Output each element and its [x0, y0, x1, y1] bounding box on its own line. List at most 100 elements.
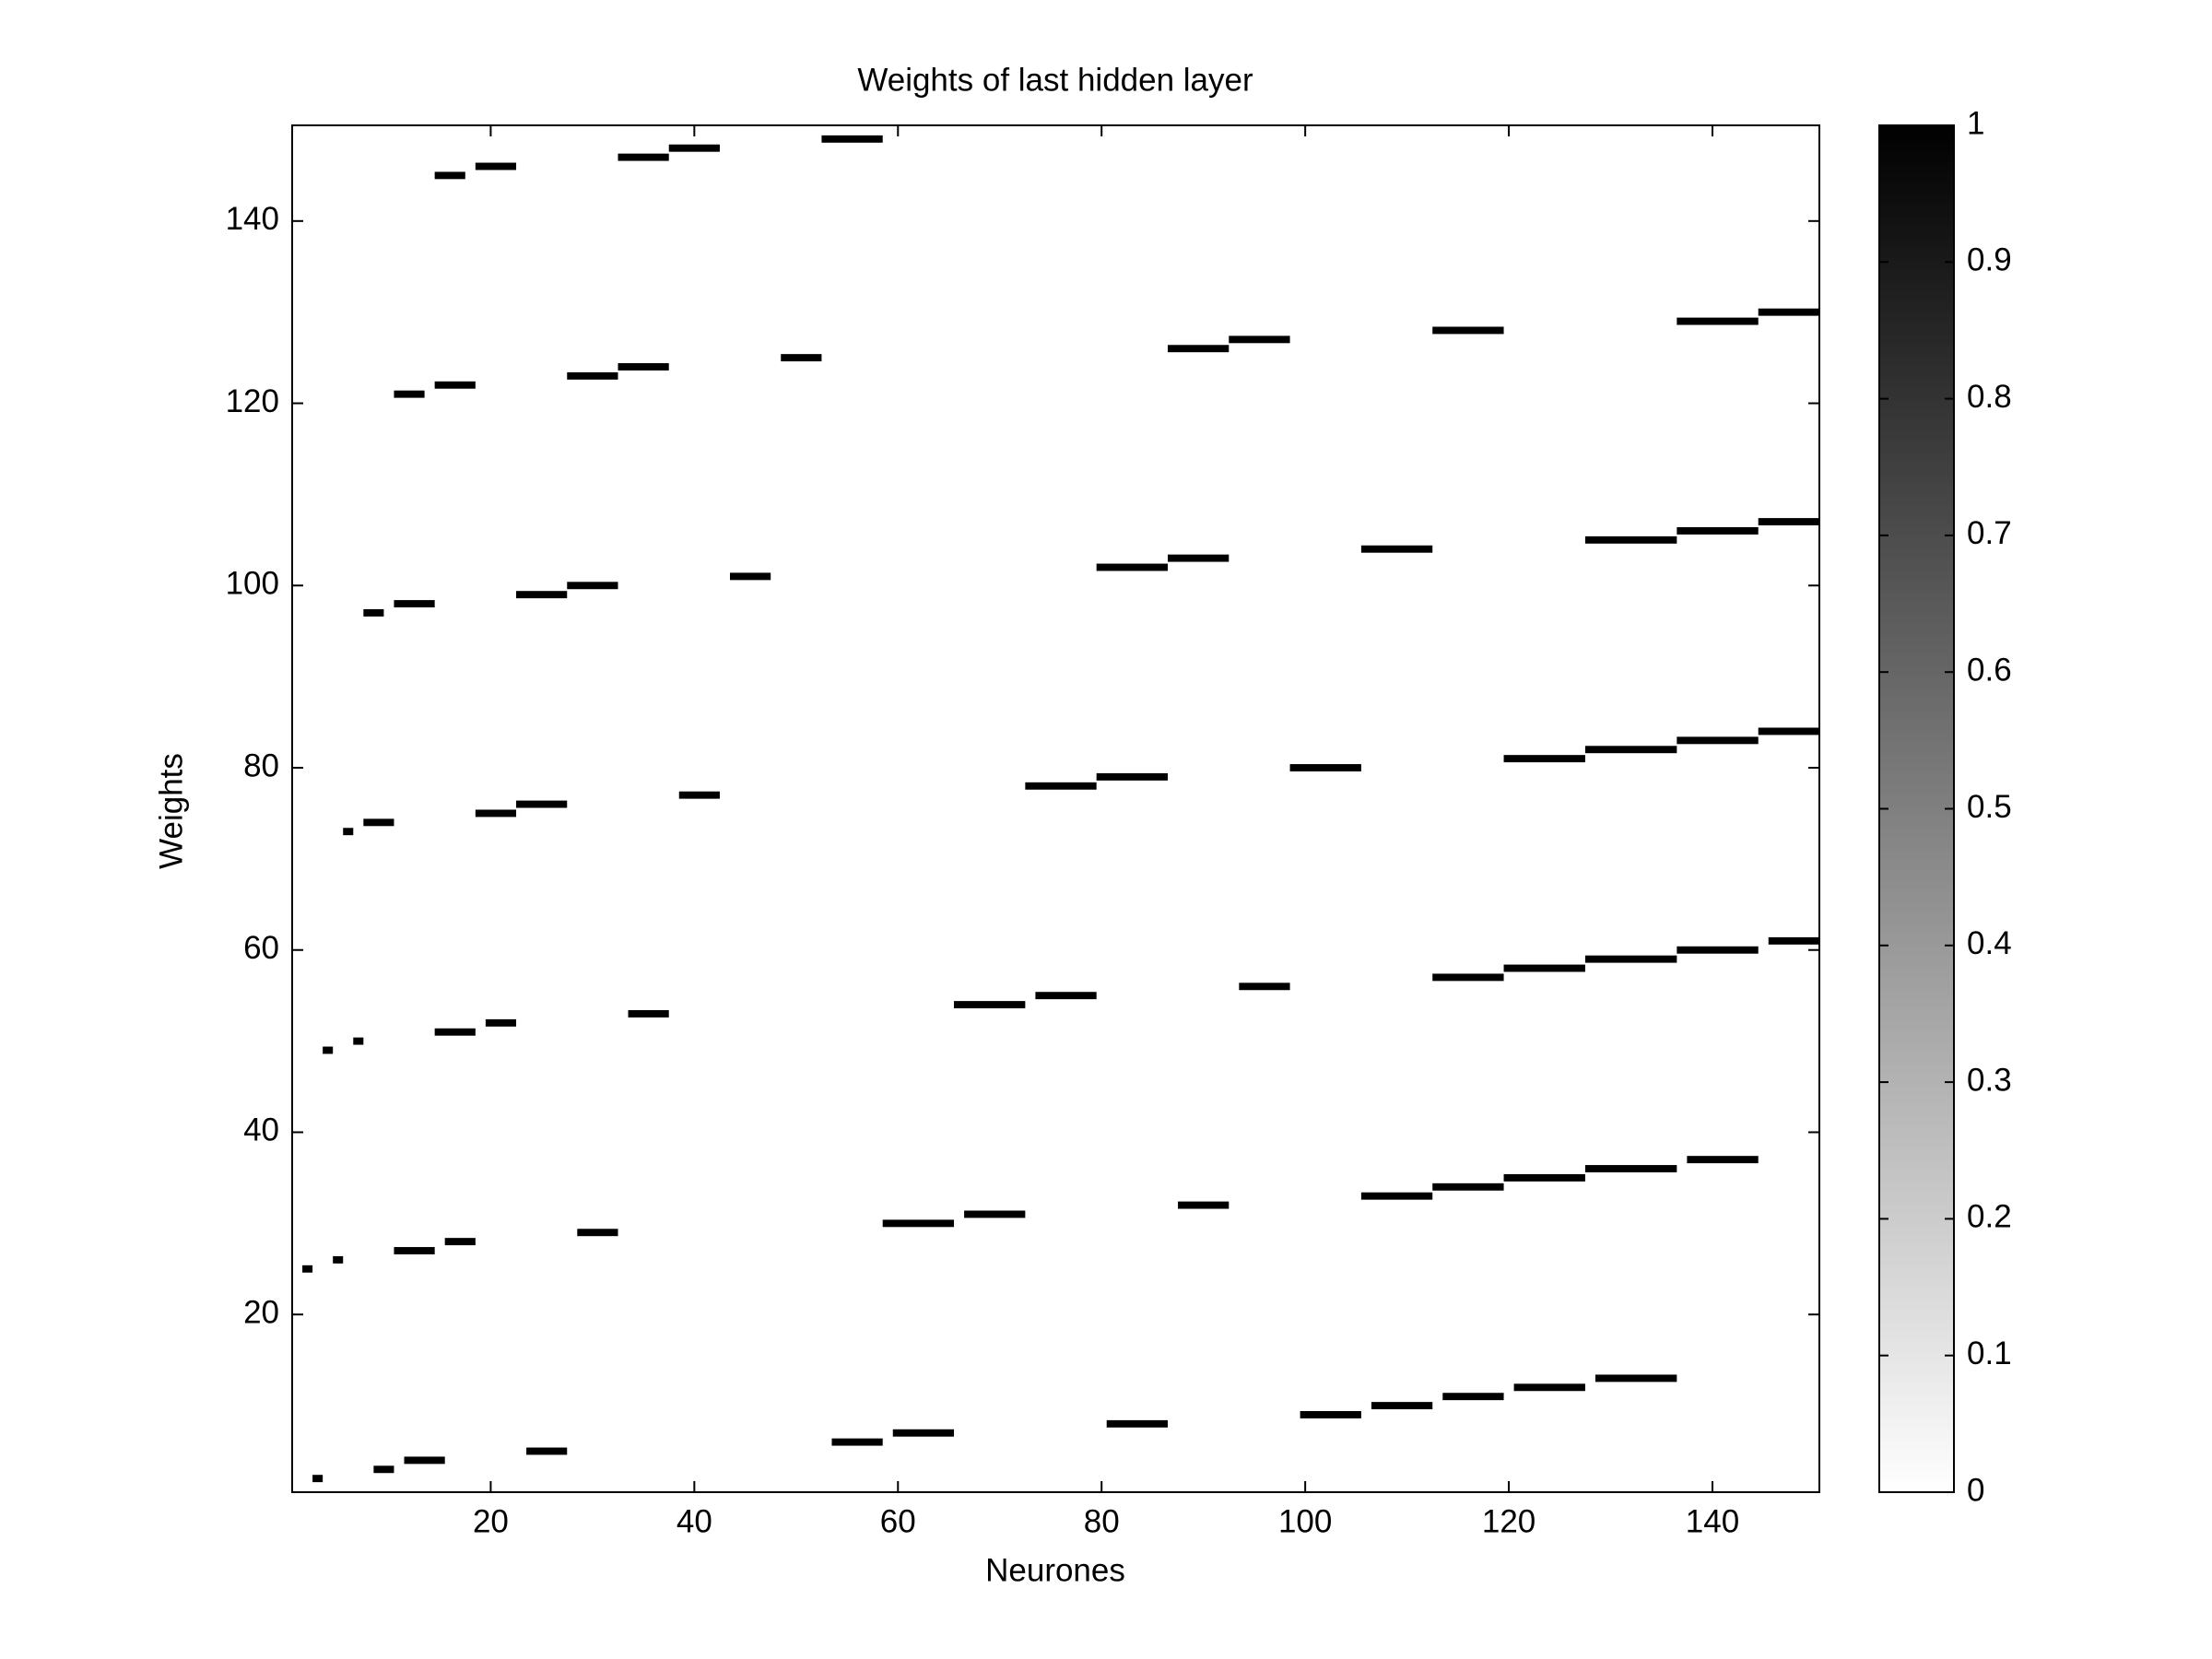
heatmap-cell: [678, 791, 720, 799]
heatmap-cell: [1096, 563, 1169, 571]
heatmap-cell: [882, 1219, 955, 1228]
heatmap-cell: [1584, 1165, 1677, 1172]
x-tick-label: 100: [1278, 1503, 1332, 1539]
heatmap-cell: [618, 153, 669, 161]
plot-frame: [291, 124, 1820, 1493]
colorbar-tick-label: 0.3: [1967, 1062, 2012, 1098]
heatmap-cell: [434, 171, 465, 180]
colorbar-tick-label: 0.7: [1967, 515, 2012, 551]
heatmap-cell: [1025, 782, 1097, 790]
x-tick-label: 60: [880, 1503, 916, 1539]
y-tick-label: 20: [243, 1294, 279, 1330]
colorbar-tick-label: 0.5: [1967, 789, 2012, 825]
heatmap-cell: [954, 1001, 1026, 1009]
heatmap-cell: [1758, 308, 1819, 316]
heatmap-cell: [567, 371, 618, 380]
heatmap-cell: [1360, 1192, 1433, 1200]
heatmap-cell: [1168, 554, 1230, 562]
heatmap-cell: [333, 1255, 344, 1264]
heatmap-cell: [1432, 973, 1504, 982]
heatmap-cell: [1687, 1156, 1759, 1164]
heatmap-cell: [1758, 518, 1819, 526]
heatmap-cell: [323, 1046, 334, 1054]
heatmap-cell: [1239, 982, 1290, 991]
heatmap-cell: [1442, 1393, 1504, 1401]
heatmap-cell: [1432, 326, 1504, 335]
heatmap-cell: [444, 1238, 476, 1246]
heatmap-cell: [892, 1429, 955, 1437]
colorbar-tick-label: 0.9: [1967, 242, 2012, 278]
chart-title: Weights of last hidden layer: [857, 62, 1253, 98]
heatmap-cell: [434, 381, 476, 389]
heatmap-cell: [516, 591, 568, 599]
heatmap-cell: [1584, 746, 1677, 754]
y-tick-label: 40: [243, 1112, 279, 1148]
heatmap-cell: [831, 1438, 883, 1446]
heatmap-cell: [1677, 736, 1759, 745]
heatmap-cell: [526, 1447, 568, 1455]
heatmap-cell: [475, 162, 517, 171]
colorbar-tick-label: 0.6: [1967, 652, 2012, 688]
colorbar-tick-label: 0.8: [1967, 379, 2012, 415]
x-tick-label: 120: [1482, 1503, 1535, 1539]
y-tick-label: 120: [226, 383, 279, 419]
x-tick-label: 40: [677, 1503, 712, 1539]
colorbar-tick-label: 0.4: [1967, 925, 2012, 961]
heatmap-cell: [567, 582, 618, 590]
heatmap-cell: [1289, 764, 1361, 771]
heatmap-cell: [668, 144, 720, 152]
heatmap-cell: [628, 1009, 669, 1018]
heatmap-cell: [363, 608, 384, 617]
heatmap-cell: [312, 1475, 324, 1483]
heatmap-cell: [373, 1465, 394, 1474]
heatmap-cell: [1229, 335, 1290, 344]
heatmap-cell: [821, 135, 883, 143]
heatmap-cell: [302, 1265, 313, 1273]
heatmap-cell: [1432, 1182, 1504, 1191]
y-tick-label: 80: [243, 747, 279, 783]
heatmap-cell: [1168, 345, 1230, 353]
y-tick-label: 100: [226, 566, 279, 602]
heatmap-cell: [1503, 755, 1585, 763]
heatmap-cell: [1371, 1402, 1433, 1410]
y-tick-label: 140: [226, 201, 279, 237]
x-tick-label: 20: [473, 1503, 509, 1539]
heatmap-cell: [516, 800, 568, 808]
heatmap-cell: [485, 1018, 517, 1027]
heatmap-cell: [1768, 936, 1819, 945]
heatmap-cell: [1035, 992, 1097, 1000]
heatmap-cell: [1677, 527, 1759, 535]
heatmap-cell: [1503, 1173, 1585, 1182]
heatmap-cell: [434, 1028, 476, 1036]
x-tick-label: 140: [1686, 1503, 1739, 1539]
y-axis-label: Weights: [153, 753, 189, 869]
heatmap-cell: [394, 390, 425, 398]
heatmap-cell: [353, 1037, 364, 1045]
heatmap-cell: [1503, 964, 1585, 972]
colorbar-tick-label: 0.1: [1967, 1335, 2012, 1371]
heatmap-cell: [730, 572, 771, 581]
heatmap-cell: [394, 600, 435, 608]
x-axis-label: Neurones: [985, 1552, 1125, 1588]
heatmap-cell: [618, 363, 669, 371]
heatmap-cell: [1360, 545, 1433, 553]
heatmap-cell: [1677, 946, 1759, 954]
heatmap-cell: [781, 354, 822, 362]
colorbar: [1878, 124, 1955, 1493]
heatmap-cell: [1677, 317, 1759, 325]
heatmap-cell: [1300, 1411, 1361, 1418]
heatmap-cell: [1758, 727, 1819, 735]
heatmap-cell: [1096, 772, 1169, 781]
heatmap-cell: [1584, 955, 1677, 963]
heatmap-cell: [577, 1229, 618, 1237]
heatmap-cell: [363, 818, 394, 827]
heatmap-cell: [475, 809, 517, 818]
heatmap-cell: [343, 828, 354, 836]
heatmap-cell: [404, 1456, 445, 1465]
colorbar-tick-label: 0.2: [1967, 1199, 2012, 1235]
heatmap-cell: [1513, 1383, 1585, 1392]
heatmap-cell: [1106, 1419, 1169, 1428]
x-tick-label: 80: [1084, 1503, 1120, 1539]
